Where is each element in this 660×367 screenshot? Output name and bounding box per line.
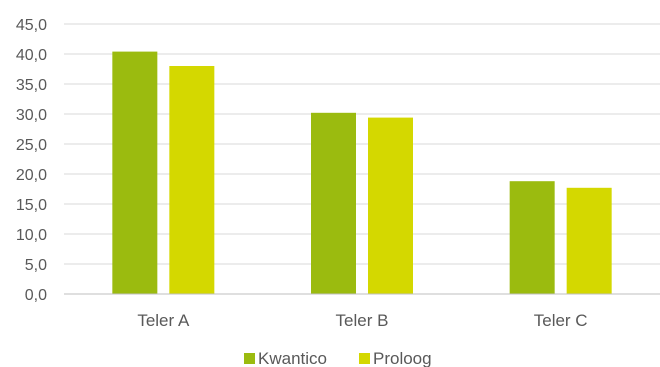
y-tick-label: 0,0 <box>25 287 47 304</box>
legend: Kwantico Proloog <box>244 349 432 367</box>
y-tick-label: 40,0 <box>16 47 47 64</box>
bar-proloog-teler-a <box>169 66 215 294</box>
x-category-label: Teler A <box>137 311 190 330</box>
bar-proloog-teler-b <box>368 117 413 294</box>
bar-kwantico-teler-c <box>509 181 555 294</box>
y-tick-label: 35,0 <box>16 77 47 94</box>
category-labels: Teler A Teler B Teler C <box>137 311 587 330</box>
y-tick-label: 10,0 <box>16 227 47 244</box>
y-tick-label: 30,0 <box>16 107 47 124</box>
bar-kwantico-teler-a <box>112 51 158 294</box>
bars <box>112 51 612 294</box>
legend-label: Proloog <box>373 349 432 367</box>
bar-proloog-teler-c <box>566 187 612 294</box>
legend-swatch <box>244 353 255 364</box>
gridlines <box>64 23 660 265</box>
bar-kwantico-teler-b <box>311 112 356 294</box>
legend-label: Kwantico <box>258 349 327 367</box>
x-category-label: Teler C <box>534 311 588 330</box>
y-tick-label: 5,0 <box>25 257 47 274</box>
y-tick-label: 15,0 <box>16 197 47 214</box>
x-category-label: Teler B <box>336 311 389 330</box>
y-tick-label: 45,0 <box>16 17 47 34</box>
y-tick-label: 20,0 <box>16 167 47 184</box>
y-tick-label: 25,0 <box>16 137 47 154</box>
legend-swatch <box>359 353 370 364</box>
y-axis-ticks: 0,0 5,0 10,0 15,0 20,0 25,0 30,0 35,0 40,0 45,0 <box>16 17 47 304</box>
